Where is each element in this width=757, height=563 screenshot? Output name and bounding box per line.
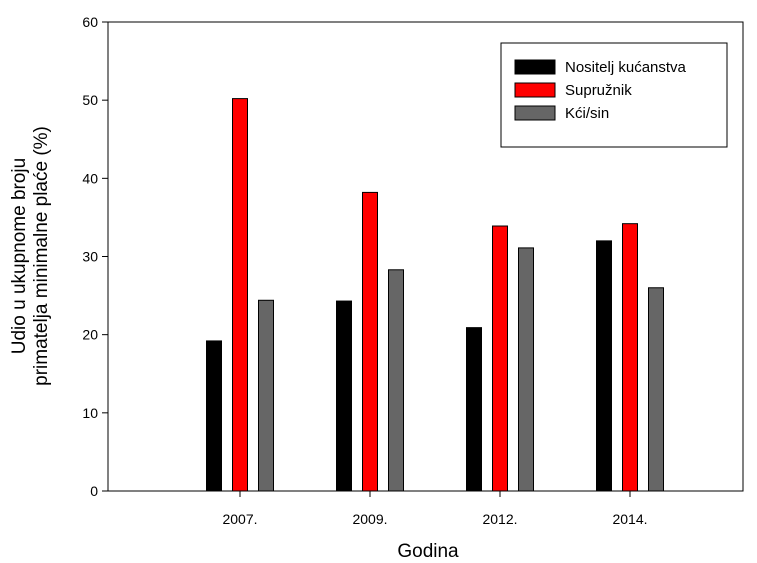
bar-1-2009 (336, 300, 352, 492)
x-tick-label: 2014. (612, 511, 647, 527)
y-tick-label: 0 (90, 483, 98, 499)
y-tick-label: 10 (82, 405, 98, 421)
bar-2-2014 (622, 223, 638, 492)
bar-2-2007 (232, 98, 248, 492)
y-axis-title-line-1: Udio u ukupnome broju (9, 158, 30, 354)
bar-1-2007 (206, 340, 222, 492)
bar-1-2012 (466, 327, 482, 492)
y-tick-label: 40 (82, 170, 98, 186)
bar-1-2014 (596, 240, 612, 492)
y-axis: 0 10 20 30 40 50 60 (82, 14, 108, 499)
legend-swatch (514, 105, 556, 121)
legend-label: Nositelj kućanstva (565, 59, 687, 76)
y-tick-label: 50 (82, 92, 98, 108)
x-axis: 2007. 2009. 2012. 2014. (222, 491, 648, 527)
bar-2-2009 (362, 191, 378, 492)
x-tick-label: 2012. (482, 511, 517, 527)
bar-2-2012 (492, 225, 508, 492)
y-tick-label: 30 (82, 249, 98, 265)
legend-swatch (514, 82, 556, 98)
bars (206, 98, 664, 492)
legend: Nositelj kućanstva Supružnik Kći/sin (500, 42, 728, 148)
y-axis-title-line-2: primatelja minimalne plaće (%) (31, 126, 52, 386)
bar-3-2012 (518, 247, 534, 492)
bar-3-2009 (388, 269, 404, 492)
legend-label: Kći/sin (565, 105, 609, 122)
x-tick-label: 2009. (352, 511, 387, 527)
legend-swatch (514, 59, 556, 75)
legend-label: Supružnik (565, 82, 632, 99)
y-tick-label: 60 (82, 14, 98, 30)
bar-3-2014 (648, 287, 664, 492)
x-tick-label: 2007. (222, 511, 257, 527)
y-axis-title: Udio u ukupnome broju primatelja minimal… (9, 126, 52, 386)
bar-3-2007 (258, 299, 274, 492)
x-axis-title: Godina (397, 541, 459, 562)
y-tick-label: 20 (82, 327, 98, 343)
